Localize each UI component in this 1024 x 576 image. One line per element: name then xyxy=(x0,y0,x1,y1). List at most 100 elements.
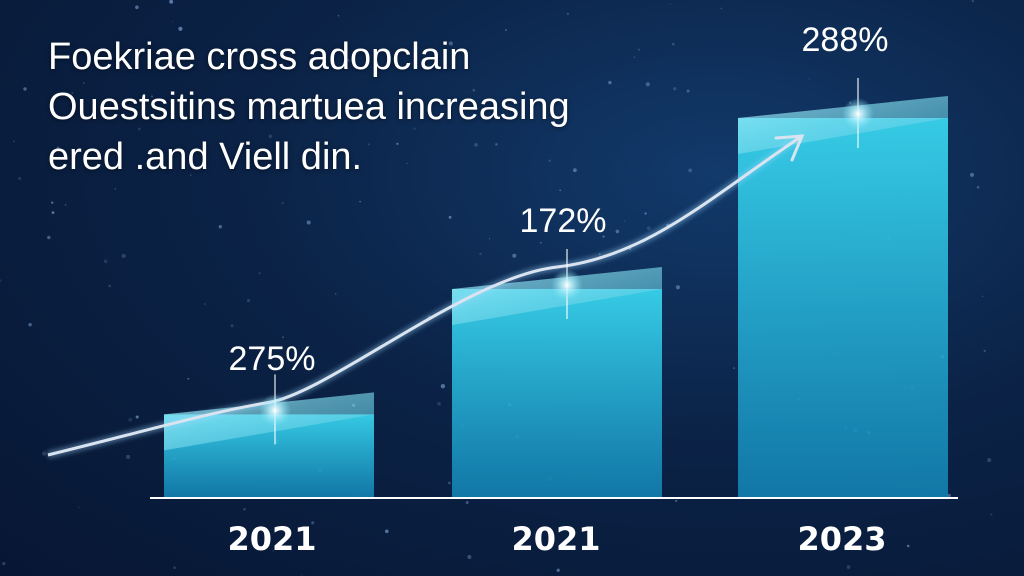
particle xyxy=(559,189,562,192)
particle xyxy=(846,565,851,569)
particle xyxy=(396,142,399,145)
particle xyxy=(282,336,284,339)
particle xyxy=(281,201,284,205)
particle xyxy=(608,80,612,85)
particle xyxy=(28,322,32,327)
particle xyxy=(488,238,491,240)
value-label-2: 172% xyxy=(520,202,607,240)
particle xyxy=(243,507,246,511)
particle xyxy=(171,20,174,23)
particle xyxy=(987,458,992,463)
particle xyxy=(467,554,472,560)
particle xyxy=(448,41,453,46)
title-line-1: Foekriae cross adopclain xyxy=(48,36,471,78)
particle xyxy=(114,188,117,190)
title-line-2: Ouestsitins martuea increasing xyxy=(48,86,570,128)
particle xyxy=(190,174,192,176)
particle xyxy=(413,127,416,130)
particle xyxy=(669,3,671,6)
particle xyxy=(387,50,391,54)
particle xyxy=(82,82,85,84)
particle xyxy=(78,506,80,509)
particle xyxy=(108,284,111,288)
bar-3 xyxy=(738,96,948,498)
particle xyxy=(71,92,73,94)
particle xyxy=(624,220,626,223)
particle xyxy=(121,253,126,259)
particle xyxy=(135,415,139,419)
particle xyxy=(645,82,650,87)
particle xyxy=(51,211,55,214)
particle xyxy=(128,417,133,422)
particle xyxy=(981,295,984,297)
particle xyxy=(479,252,482,256)
trend-line-glow xyxy=(47,132,805,459)
particle xyxy=(686,89,690,93)
x-tick-label-1: 2021 xyxy=(227,520,316,558)
bar-front-2 xyxy=(452,289,662,498)
particle xyxy=(556,568,560,572)
glow-point-1 xyxy=(259,394,291,427)
particle xyxy=(203,302,206,306)
value-label-1: 275% xyxy=(229,340,316,378)
particle xyxy=(56,146,60,150)
particle xyxy=(150,95,154,98)
particle xyxy=(258,272,261,274)
particle xyxy=(472,88,476,92)
title-line-3: ered .and Viell din. xyxy=(48,136,363,178)
particle xyxy=(671,42,675,46)
particle xyxy=(675,285,680,290)
particle xyxy=(23,87,27,91)
bars-group xyxy=(164,96,948,498)
particle xyxy=(688,168,693,173)
particle xyxy=(103,259,108,264)
glow-point-3 xyxy=(842,98,874,130)
particle xyxy=(64,203,67,206)
particle xyxy=(346,58,350,62)
particle xyxy=(42,451,47,456)
x-tick-label-3: 2023 xyxy=(797,520,886,558)
particle xyxy=(646,226,651,231)
particle xyxy=(720,7,723,10)
chart-title: Foekriae cross adopclain Ouestsitins mar… xyxy=(48,32,688,182)
particle xyxy=(18,176,22,180)
particle xyxy=(983,349,986,353)
particle xyxy=(311,521,315,525)
x-tick-label-2: 2021 xyxy=(511,520,600,558)
particle xyxy=(566,12,570,16)
particle xyxy=(187,377,190,380)
particle xyxy=(448,481,451,485)
particle xyxy=(437,401,441,406)
particle xyxy=(268,134,273,139)
particle xyxy=(272,550,274,552)
particle xyxy=(644,212,647,215)
particle xyxy=(947,493,951,498)
particle xyxy=(859,548,862,551)
particle xyxy=(384,529,389,534)
particle xyxy=(808,77,811,80)
particle xyxy=(495,143,498,146)
particle xyxy=(548,159,551,162)
trend-line xyxy=(47,134,803,457)
particle xyxy=(47,235,51,240)
particle xyxy=(675,499,678,502)
particle xyxy=(306,220,311,225)
value-label-3: 288% xyxy=(802,21,889,59)
particle xyxy=(230,324,234,328)
particle xyxy=(969,172,975,177)
particle xyxy=(367,143,370,146)
particle xyxy=(406,162,408,165)
bar-2 xyxy=(452,267,662,498)
particle xyxy=(971,0,974,3)
bar-front-3 xyxy=(738,118,948,498)
particle xyxy=(673,87,677,91)
particle xyxy=(13,140,15,143)
particle xyxy=(2,562,6,566)
particle xyxy=(990,513,993,516)
particle xyxy=(633,56,636,59)
glow-point-2 xyxy=(551,269,583,301)
particle xyxy=(465,500,469,505)
particle xyxy=(448,215,452,219)
particle xyxy=(337,15,340,17)
